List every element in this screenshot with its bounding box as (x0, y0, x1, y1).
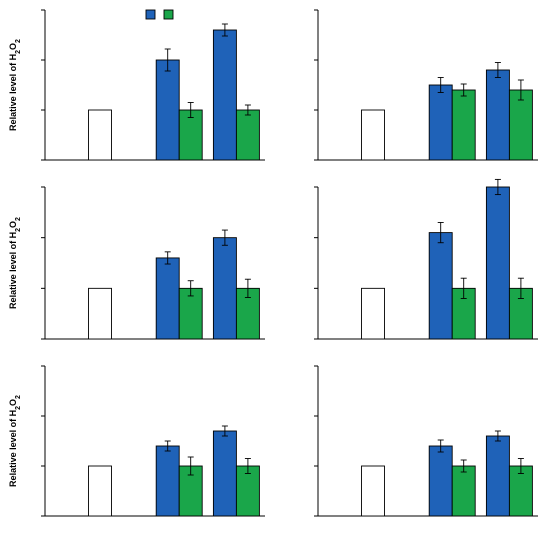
bar-control (485, 435, 510, 517)
y-axis-label: Relative level of H2O2 (8, 39, 22, 131)
bar-control (485, 69, 510, 161)
bar-control (212, 237, 237, 340)
bar-baseline (361, 287, 385, 340)
panel-b: Relative level of H2O2 (8, 186, 265, 340)
panel-d (314, 9, 538, 161)
panel-c: Relative level of H2O2 (8, 365, 265, 517)
panel-f (314, 365, 538, 517)
bar-baseline (361, 109, 385, 161)
bar-cat (508, 89, 533, 161)
legend (145, 9, 174, 20)
bar-cat (451, 465, 476, 517)
bar-control (428, 232, 453, 340)
bar-control (212, 430, 237, 517)
panel-a: Relative level of H2O2 (8, 9, 265, 161)
bar-baseline (361, 465, 385, 517)
bar-control (485, 186, 510, 340)
bar-control (428, 445, 453, 517)
bar-baseline (88, 287, 112, 340)
bar-baseline (88, 109, 112, 161)
bar-control (155, 257, 180, 340)
legend-swatch-1 (163, 9, 174, 20)
panel-e (314, 178, 538, 340)
y-axis-label: Relative level of H2O2 (8, 395, 22, 487)
bar-control (155, 445, 180, 517)
bar-cat (235, 109, 260, 161)
bar-control (428, 84, 453, 161)
bar-cat (451, 89, 476, 161)
bar-control (155, 59, 180, 161)
bar-control (212, 29, 237, 161)
bar-baseline (88, 465, 112, 517)
y-axis-label: Relative level of H2O2 (8, 217, 22, 309)
legend-swatch-0 (145, 9, 156, 20)
